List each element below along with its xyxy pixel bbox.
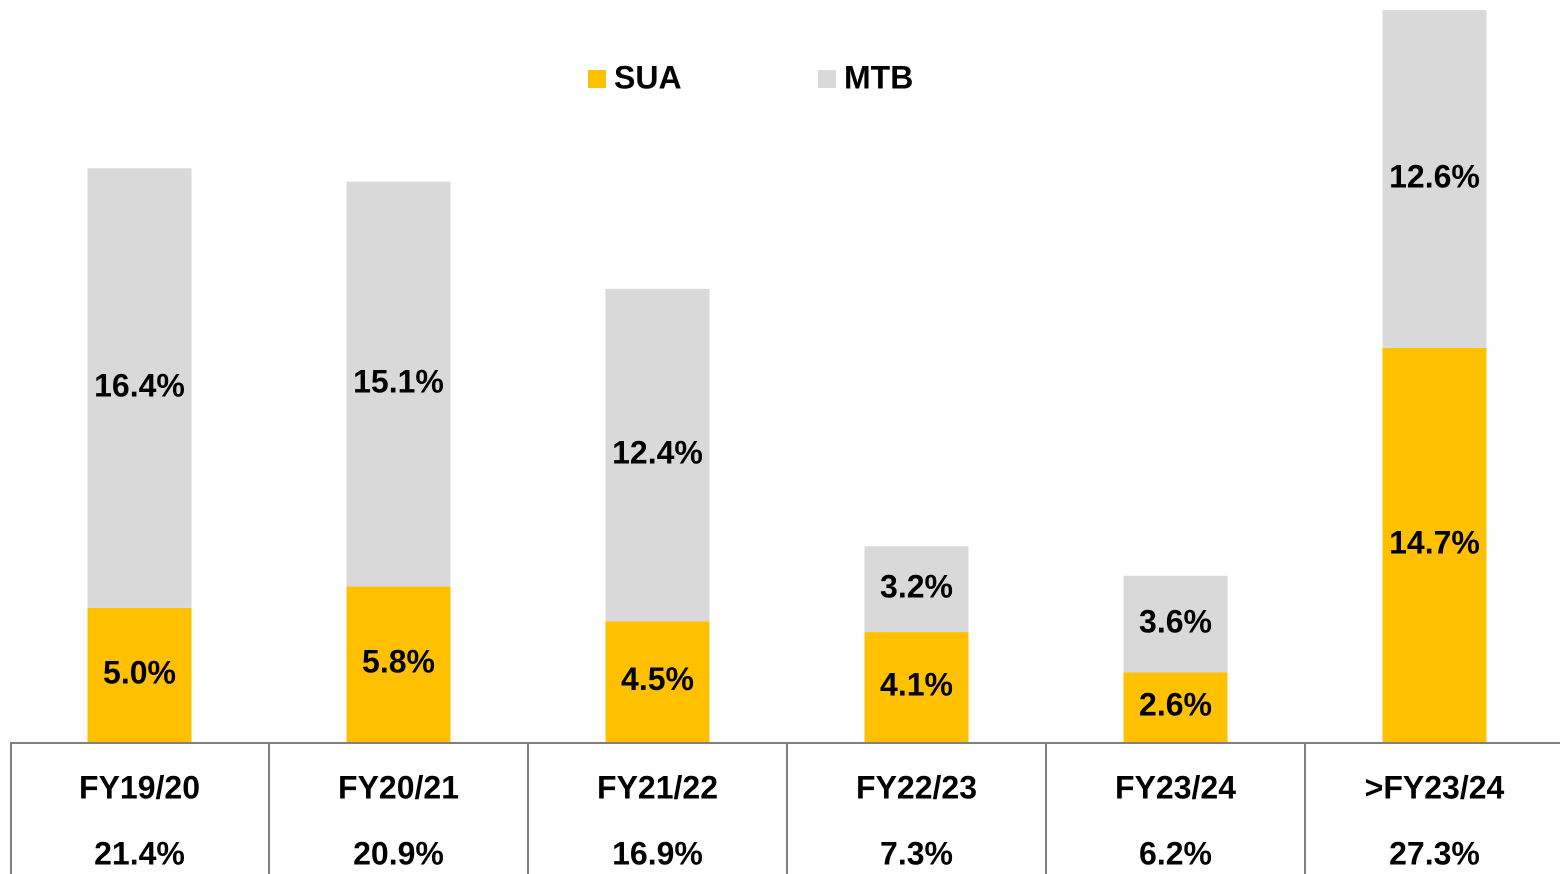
bar-segment bbox=[87, 168, 192, 608]
category-label: FY20/21 bbox=[338, 769, 459, 805]
total-label: 27.3% bbox=[1389, 835, 1480, 871]
category-label: FY21/22 bbox=[597, 769, 718, 805]
bar-segment bbox=[605, 621, 710, 742]
bar-segment bbox=[605, 288, 710, 622]
data-label: 5.0% bbox=[103, 654, 176, 690]
data-label: 3.6% bbox=[1139, 603, 1212, 639]
bar-segment bbox=[864, 546, 969, 633]
data-label: 2.6% bbox=[1139, 687, 1212, 723]
bar-segment bbox=[87, 607, 192, 742]
data-label: 14.7% bbox=[1389, 524, 1480, 560]
bar-segment bbox=[1382, 10, 1487, 348]
legend-swatch bbox=[818, 70, 836, 88]
data-label: 12.4% bbox=[612, 435, 703, 471]
total-label: 7.3% bbox=[880, 835, 953, 871]
data-label: 15.1% bbox=[353, 364, 444, 400]
bar-segment bbox=[864, 632, 969, 742]
legend-swatch bbox=[588, 70, 606, 88]
total-label: 20.9% bbox=[353, 835, 444, 871]
bar-segment bbox=[1123, 575, 1228, 673]
category-label: FY22/23 bbox=[856, 769, 977, 805]
bar-segment bbox=[346, 586, 451, 742]
bar-segment bbox=[1382, 347, 1487, 742]
legend-label: SUA bbox=[614, 59, 682, 95]
total-label: 6.2% bbox=[1139, 835, 1212, 871]
table-lines bbox=[10, 742, 1560, 874]
category-label: FY19/20 bbox=[79, 769, 200, 805]
data-label: 12.6% bbox=[1389, 158, 1480, 194]
bar-segment bbox=[1123, 672, 1228, 742]
data-label: 3.2% bbox=[880, 569, 953, 605]
total-label: 21.4% bbox=[94, 835, 185, 871]
total-label: 16.9% bbox=[612, 835, 703, 871]
bar-segment bbox=[346, 181, 451, 587]
category-label: FY23/24 bbox=[1115, 769, 1236, 805]
data-label: 5.8% bbox=[362, 644, 435, 680]
data-label: 16.4% bbox=[94, 368, 185, 404]
category-label: >FY23/24 bbox=[1365, 769, 1505, 805]
data-label: 4.1% bbox=[880, 666, 953, 702]
legend-label: MTB bbox=[844, 59, 913, 95]
data-label: 4.5% bbox=[621, 661, 694, 697]
